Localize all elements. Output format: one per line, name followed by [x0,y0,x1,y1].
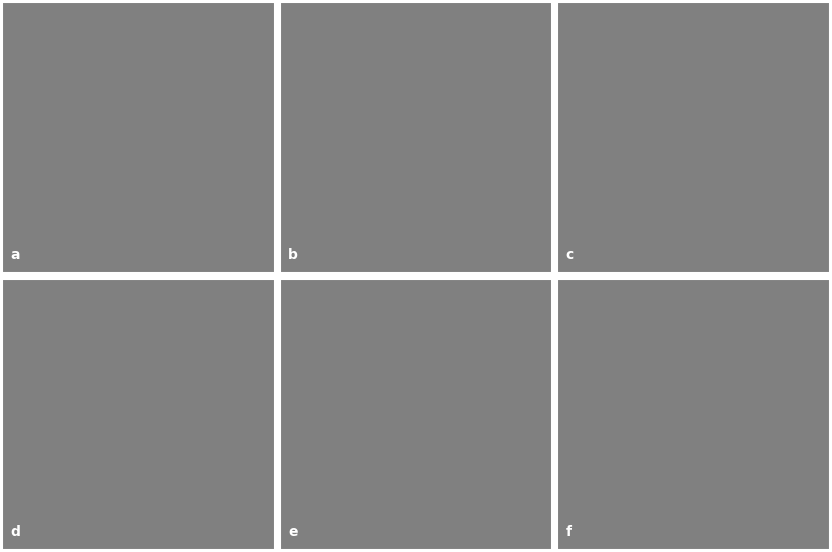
Text: f: f [566,526,572,539]
Text: e: e [288,526,298,539]
Text: a: a [11,248,20,262]
Text: b: b [288,248,298,262]
Text: d: d [11,526,21,539]
Text: c: c [566,248,574,262]
